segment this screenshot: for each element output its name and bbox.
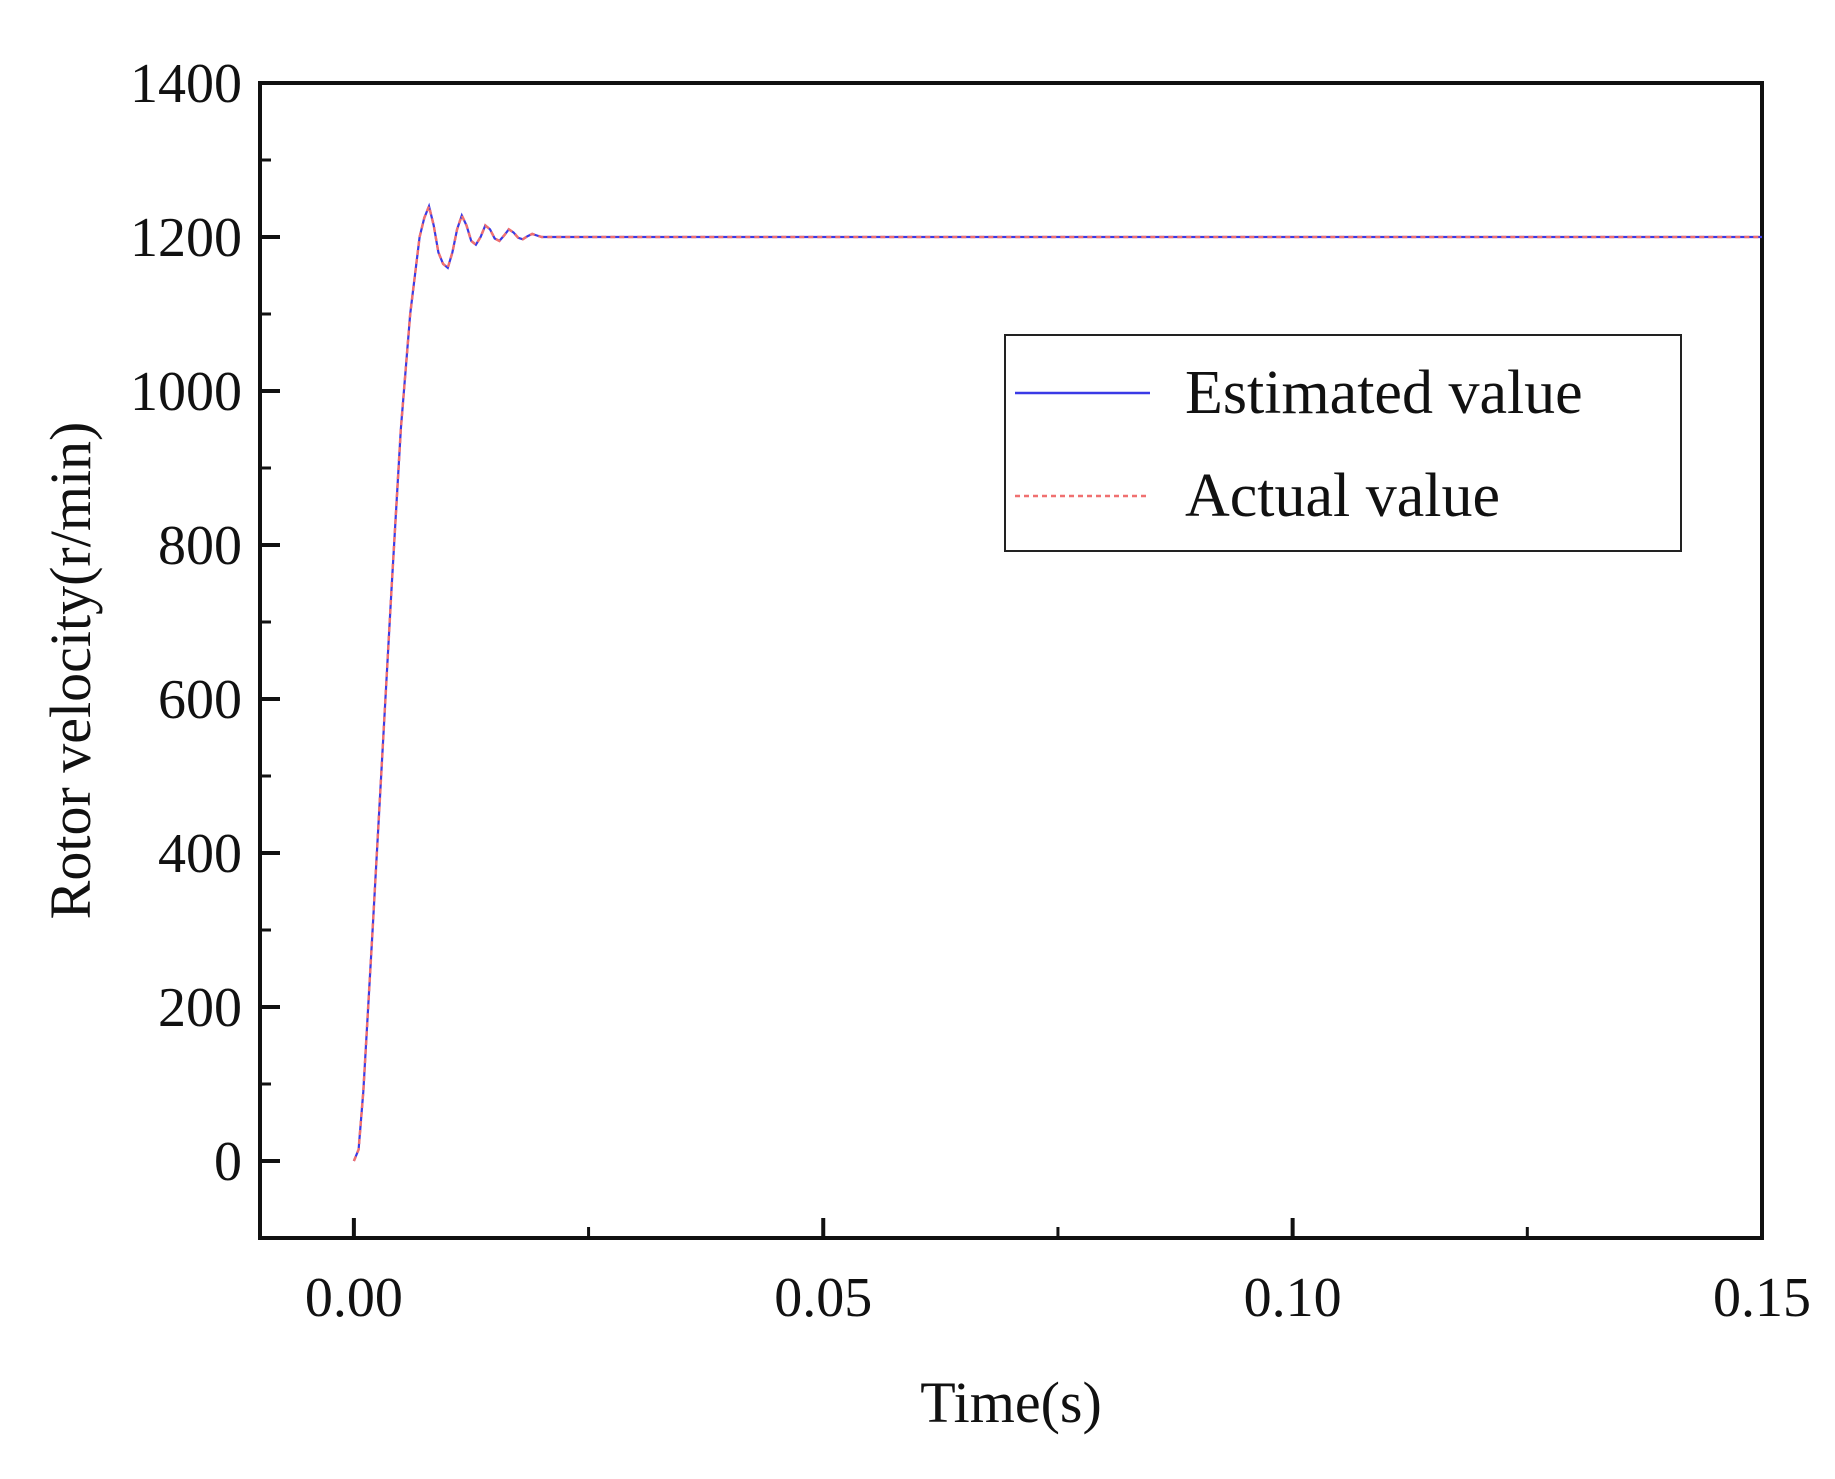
y-tick-label: 1200	[130, 207, 242, 269]
y-tick-label: 1400	[130, 53, 242, 115]
y-tick-label: 600	[158, 669, 242, 731]
plot-frame	[258, 81, 1764, 1240]
plot-border	[258, 81, 1764, 1240]
y-tick-label: 1000	[130, 361, 242, 423]
y-tick-label: 200	[158, 977, 242, 1039]
x-tick-label: 0.10	[1244, 1267, 1342, 1329]
x-tick-label: 0.15	[1713, 1267, 1811, 1329]
x-tick-label: 0.05	[774, 1267, 872, 1329]
legend: Estimated value Actual value	[1004, 334, 1682, 552]
y-tick-label: 400	[158, 823, 242, 885]
y-tick-label: 800	[158, 515, 242, 577]
legend-box	[1004, 334, 1682, 552]
y-tick-label: 0	[214, 1131, 242, 1193]
y-axis: 0 200 400 600 800 1000 1200 1400	[130, 53, 280, 1240]
legend-label-actual: Actual value	[1185, 462, 1500, 530]
x-axis: 0.00 0.05 0.10 0.15	[305, 1218, 1811, 1329]
series-line-actual	[352, 202, 1762, 1162]
x-tick-label: 0.00	[305, 1267, 403, 1329]
y-axis-title: Rotor velocity(r/min)	[38, 422, 103, 920]
x-axis-title: Time(s)	[920, 1370, 1102, 1435]
legend-label-estimated: Estimated value	[1185, 359, 1583, 427]
series-layer	[352, 202, 1762, 1162]
